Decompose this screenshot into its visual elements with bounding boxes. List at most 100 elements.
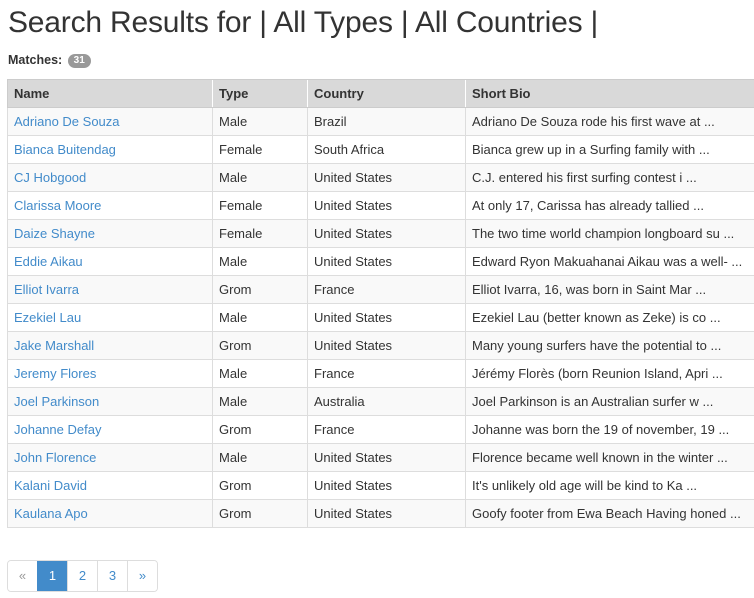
surfer-name-link[interactable]: Ezekiel Lau [14, 310, 82, 325]
surfer-name-link[interactable]: John Florence [14, 450, 97, 465]
short-bio-cell: Goofy footer from Ewa Beach Having honed… [465, 499, 754, 528]
short-bio-cell: Jérémy Florès (born Reunion Island, Apri… [465, 359, 754, 388]
matches-summary: Matches: 31 [8, 53, 91, 68]
table-row: Jake Marshall Grom United States Many young… [7, 331, 754, 360]
type-cell: Female [212, 135, 308, 164]
type-cell: Male [212, 387, 308, 416]
table-row: Ezekiel Lau Male United States Ezekiel Lau … [7, 303, 754, 332]
name-cell: Jake Marshall [7, 331, 213, 360]
short-bio-cell: The two time world champion longboard su… [465, 219, 754, 248]
results-table: Name Type Country Short Bio Adriano De S… [7, 79, 754, 528]
type-cell: Grom [212, 331, 308, 360]
pagination-page-3[interactable]: 3 [97, 561, 127, 591]
pagination-page-1[interactable]: 1 [37, 561, 67, 591]
country-cell: United States [307, 303, 466, 332]
pagination-prev-button[interactable]: « [8, 561, 37, 591]
short-bio-cell: Elliot Ivarra, 16, was born in Saint Mar… [465, 275, 754, 304]
table-row: John Florence Male United States Florence b… [7, 443, 754, 472]
column-header-short-bio[interactable]: Short Bio [465, 79, 754, 108]
short-bio-cell: It's unlikely old age will be kind to Ka… [465, 471, 754, 500]
results-table-body: Adriano De Souza Male Brazil Adriano De Sou… [7, 107, 754, 528]
surfer-name-link[interactable]: Elliot Ivarra [14, 282, 80, 297]
country-cell: United States [307, 331, 466, 360]
short-bio-cell: Johanne was born the 19 of november, 19 … [465, 415, 754, 444]
pagination-next-button[interactable]: » [127, 561, 157, 591]
name-cell: Daize Shayne [7, 219, 213, 248]
short-bio-cell: Many young surfers have the potential to… [465, 331, 754, 360]
type-cell: Male [212, 303, 308, 332]
table-header-row: Name Type Country Short Bio [7, 79, 754, 108]
surfer-name-link[interactable]: Bianca Buitendag [14, 142, 116, 157]
country-cell: United States [307, 499, 466, 528]
name-cell: CJ Hobgood [7, 163, 213, 192]
country-cell: France [307, 415, 466, 444]
country-cell: United States [307, 443, 466, 472]
table-row: Daize Shayne Female United States The two t… [7, 219, 754, 248]
country-cell: United States [307, 247, 466, 276]
table-row: Adriano De Souza Male Brazil Adriano De Sou… [7, 107, 754, 136]
short-bio-cell: Joel Parkinson is an Australian surfer w… [465, 387, 754, 416]
matches-count-badge: 31 [67, 54, 91, 68]
country-cell: France [307, 359, 466, 388]
type-cell: Male [212, 107, 308, 136]
surfer-name-link[interactable]: Daize Shayne [14, 226, 95, 241]
name-cell: Adriano De Souza [7, 107, 213, 136]
type-cell: Grom [212, 275, 308, 304]
type-cell: Grom [212, 499, 308, 528]
column-header-name[interactable]: Name [7, 79, 213, 108]
name-cell: Kaulana Apo [7, 499, 213, 528]
type-cell: Grom [212, 471, 308, 500]
type-cell: Male [212, 163, 308, 192]
short-bio-cell: Ezekiel Lau (better known as Zeke) is co… [465, 303, 754, 332]
country-cell: United States [307, 191, 466, 220]
table-row: Johanne Defay Grom France Johanne was born … [7, 415, 754, 444]
country-cell: Brazil [307, 107, 466, 136]
short-bio-cell: C.J. entered his first surfing contest i… [465, 163, 754, 192]
surfer-name-link[interactable]: Jake Marshall [14, 338, 95, 353]
country-cell: United States [307, 219, 466, 248]
table-row: Jeremy Flores Male France Jérémy Florès (bo… [7, 359, 754, 388]
type-cell: Male [212, 359, 308, 388]
name-cell: Jeremy Flores [7, 359, 213, 388]
surfer-name-link[interactable]: CJ Hobgood [14, 170, 87, 185]
column-header-type[interactable]: Type [212, 79, 308, 108]
name-cell: Johanne Defay [7, 415, 213, 444]
column-header-country[interactable]: Country [307, 79, 466, 108]
short-bio-cell: Bianca grew up in a Surfing family with … [465, 135, 754, 164]
type-cell: Male [212, 443, 308, 472]
pagination: « 1 2 3 » [7, 560, 158, 592]
surfer-name-link[interactable]: Kaulana Apo [14, 506, 88, 521]
surfer-name-link[interactable]: Jeremy Flores [14, 366, 97, 381]
surfer-name-link[interactable]: Clarissa Moore [14, 198, 102, 213]
table-row: Bianca Buitendag Female South Africa Bianca… [7, 135, 754, 164]
matches-label: Matches: [8, 53, 63, 67]
surfer-name-link[interactable]: Adriano De Souza [14, 114, 120, 129]
table-row: Kalani David Grom United States It's unlike… [7, 471, 754, 500]
country-cell: France [307, 275, 466, 304]
name-cell: Eddie Aikau [7, 247, 213, 276]
country-cell: United States [307, 471, 466, 500]
short-bio-cell: Edward Ryon Makuahanai Aikau was a well-… [465, 247, 754, 276]
type-cell: Female [212, 191, 308, 220]
type-cell: Male [212, 247, 308, 276]
surfer-name-link[interactable]: Kalani David [14, 478, 87, 493]
name-cell: Ezekiel Lau [7, 303, 213, 332]
name-cell: Elliot Ivarra [7, 275, 213, 304]
short-bio-cell: At only 17, Carissa has already tallied … [465, 191, 754, 220]
page-title: Search Results for | All Types | All Cou… [8, 6, 599, 39]
table-row: Kaulana Apo Grom United States Goofy footer… [7, 499, 754, 528]
surfer-name-link[interactable]: Johanne Defay [14, 422, 102, 437]
pagination-page-2[interactable]: 2 [67, 561, 97, 591]
name-cell: Bianca Buitendag [7, 135, 213, 164]
name-cell: Joel Parkinson [7, 387, 213, 416]
name-cell: John Florence [7, 443, 213, 472]
short-bio-cell: Adriano De Souza rode his first wave at … [465, 107, 754, 136]
type-cell: Grom [212, 415, 308, 444]
surfer-name-link[interactable]: Eddie Aikau [14, 254, 83, 269]
name-cell: Kalani David [7, 471, 213, 500]
name-cell: Clarissa Moore [7, 191, 213, 220]
surfer-name-link[interactable]: Joel Parkinson [14, 394, 100, 409]
table-row: Eddie Aikau Male United States Edward Ryon … [7, 247, 754, 276]
table-row: Joel Parkinson Male Australia Joel Parkinso… [7, 387, 754, 416]
